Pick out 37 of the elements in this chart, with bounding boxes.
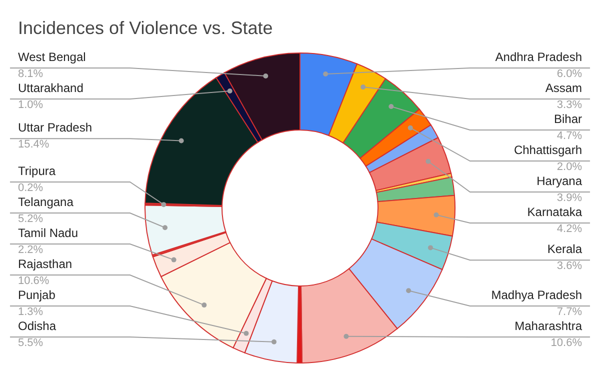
data-label: 10.6% [550, 337, 582, 349]
slice-label: Assam [545, 81, 582, 95]
data-label: 8.1% [18, 68, 44, 80]
data-label: 2.2% [18, 244, 44, 256]
data-label: 10.6% [18, 275, 50, 287]
data-label: 3.6% [556, 260, 582, 272]
slice-label: Telangana [18, 195, 74, 209]
data-label: 3.9% [556, 192, 582, 204]
slice-label: Maharashtra [514, 319, 582, 333]
slice-label: Karnataka [527, 205, 582, 219]
slice-label: Tamil Nadu [18, 226, 78, 240]
slice-label: Kerala [547, 242, 582, 256]
data-label: 5.2% [18, 213, 44, 225]
slice-label: Uttarakhand [18, 81, 84, 95]
slice-label: Haryana [536, 174, 582, 188]
data-label: 15.4% [18, 138, 50, 151]
data-label: 7.7% [556, 306, 582, 318]
slice-label: Bihar [554, 112, 582, 126]
slice-label: Rajasthan [18, 257, 72, 271]
data-label: 4.7% [556, 130, 582, 142]
slice-label: Odisha [18, 319, 56, 333]
slice-label: Andhra Pradesh [495, 50, 582, 64]
slice-label: Uttar Pradesh [18, 120, 92, 135]
slice-label: Tripura [18, 164, 56, 178]
data-label: 3.3% [556, 99, 582, 111]
data-label: 2.0% [556, 161, 582, 173]
data-label: 0.2% [18, 182, 44, 194]
slice-label: West Bengal [18, 50, 86, 64]
slice-label: Madhya Pradesh [491, 288, 582, 302]
slice-label: Chhattisgarh [514, 143, 582, 157]
data-label: 4.2% [556, 223, 582, 235]
slice-label: Punjab [18, 288, 56, 302]
data-label: 1.3% [18, 306, 44, 318]
data-label: 5.5% [18, 337, 44, 349]
data-label: 1.0% [18, 99, 44, 111]
data-label: 6.0% [556, 68, 582, 80]
chart-title: Incidences of Violence vs. State [18, 18, 273, 39]
